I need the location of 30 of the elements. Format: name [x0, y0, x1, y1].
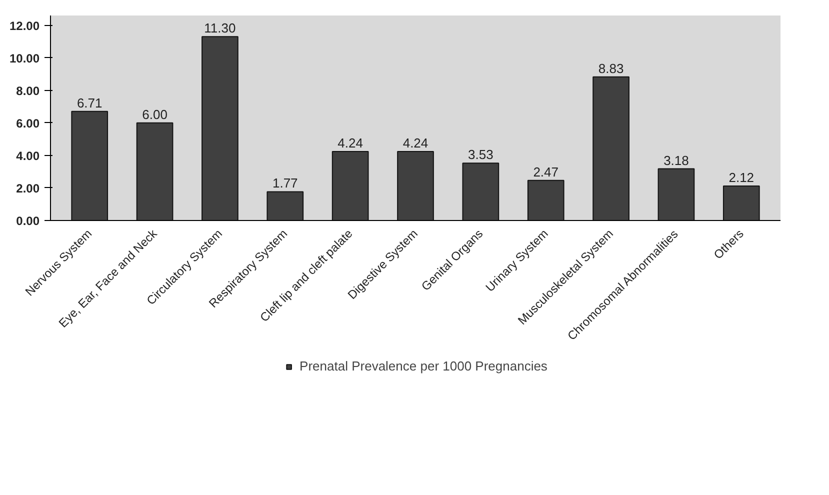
data-label: 2.12: [728, 170, 754, 186]
y-tick-label: 10.00: [9, 51, 40, 66]
y-tick-label: 6.00: [16, 116, 40, 130]
bar: [527, 180, 564, 220]
bar: [397, 151, 434, 220]
data-label: 2.47: [533, 164, 559, 180]
data-label: 8.83: [598, 60, 624, 76]
y-tick-label: 0.00: [16, 214, 40, 228]
data-label: 6.00: [142, 106, 168, 122]
bar: [71, 110, 108, 220]
bar: [658, 168, 695, 220]
data-label: 3.18: [664, 152, 689, 168]
y-tick-label: 4.00: [16, 148, 40, 163]
bar: [592, 76, 630, 220]
y-tick-label: 8.00: [16, 84, 40, 98]
data-label: 4.24: [338, 136, 363, 151]
data-label: 3.53: [468, 147, 494, 162]
y-tick-label: 2.00: [16, 181, 40, 196]
data-label: 4.24: [402, 136, 428, 151]
data-label: 1.77: [272, 176, 298, 191]
bar: [722, 186, 760, 220]
bar: [462, 162, 500, 220]
bar: [136, 122, 174, 220]
legend-label: Prenatal Prevalence per 1000 Pregnancies: [300, 358, 548, 374]
bar: [202, 36, 238, 220]
data-label: 6.71: [76, 95, 102, 110]
bar: [332, 151, 369, 220]
y-tick-label: 12.00: [9, 18, 40, 33]
data-label: 11.30: [204, 20, 236, 36]
bar: [266, 191, 304, 220]
